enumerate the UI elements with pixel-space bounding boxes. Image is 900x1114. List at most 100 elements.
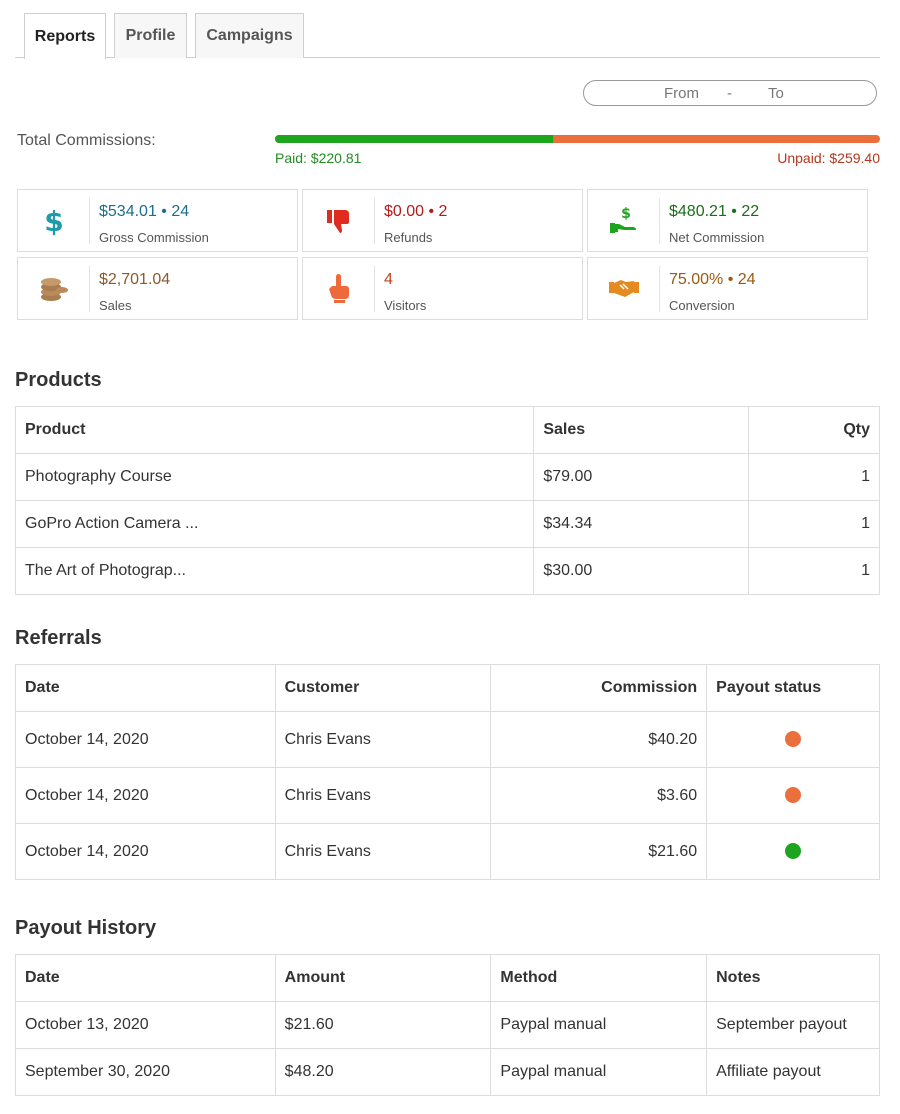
column-header-commission[interactable]: Commission — [490, 664, 708, 712]
payout-history-table: Date Amount Method Notes October 13, 202… — [15, 954, 880, 1096]
stat-label: Visitors — [384, 298, 427, 313]
total-commissions-label: Total Commissions: — [17, 132, 156, 149]
stat-value: $2,701.04 — [99, 271, 171, 288]
unpaid-status-dot — [785, 731, 802, 748]
table-header-row: Date Amount Method Notes — [15, 954, 880, 1002]
column-header-qty[interactable]: Qty — [748, 406, 880, 454]
table-header-row: Product Sales Qty — [14, 406, 880, 454]
products-table: Product Sales Qty Photography Course $79… — [14, 406, 880, 595]
products-title: Products — [15, 369, 102, 391]
tab-reports[interactable]: Reports — [24, 13, 106, 59]
payout-notes: Affiliate payout — [706, 1048, 880, 1096]
unpaid-status-dot — [785, 787, 802, 804]
card-divider — [374, 266, 375, 312]
card-divider — [659, 266, 660, 312]
referral-customer: Chris Evans — [274, 711, 492, 768]
product-sales: $30.00 — [533, 547, 750, 595]
column-header-method[interactable]: Method — [490, 954, 708, 1002]
product-sales: $79.00 — [533, 453, 750, 501]
referral-date: October 14, 2020 — [15, 711, 276, 768]
product-sales: $34.34 — [533, 500, 750, 548]
pointer-hand-icon — [329, 274, 349, 303]
stat-card-net-commission: $ $480.21 • 22 Net Commission — [587, 189, 868, 252]
stat-label: Net Commission — [669, 230, 765, 245]
card-divider — [659, 198, 660, 244]
referral-commission: $3.60 — [490, 767, 708, 824]
table-row: October 14, 2020 Chris Evans $21.60 — [15, 823, 880, 880]
referral-customer: Chris Evans — [274, 823, 492, 880]
payout-notes: September payout — [706, 1001, 880, 1049]
stat-card-refunds: $0.00 • 2 Refunds — [302, 189, 583, 252]
column-header-date[interactable]: Date — [15, 954, 276, 1002]
thumbs-down-icon — [327, 210, 349, 233]
svg-text:$: $ — [44, 205, 63, 236]
date-range-separator: - — [727, 85, 732, 102]
referral-commission: $21.60 — [490, 823, 708, 880]
table-row: September 30, 2020 $48.20 Paypal manual … — [15, 1048, 880, 1096]
payout-date: October 13, 2020 — [15, 1001, 276, 1049]
tab-bar: Reports Profile Campaigns — [15, 13, 880, 59]
payout-method: Paypal manual — [490, 1001, 708, 1049]
stat-value: 75.00% • 24 — [669, 271, 756, 288]
referral-date: October 14, 2020 — [15, 823, 276, 880]
stat-label: Gross Commission — [99, 230, 209, 245]
table-header-row: Date Customer Commission Payout status — [15, 664, 880, 712]
payout-status-cell — [706, 767, 880, 824]
referrals-title: Referrals — [15, 627, 102, 649]
hand-money-icon: $ — [610, 206, 636, 233]
referral-date: October 14, 2020 — [15, 767, 276, 824]
date-to-field[interactable]: To — [768, 85, 784, 102]
table-row: October 14, 2020 Chris Evans $3.60 — [15, 767, 880, 824]
commission-progress-bar — [275, 135, 880, 143]
stat-card-gross-commission: $ $534.01 • 24 Gross Commission — [17, 189, 298, 252]
payout-date: September 30, 2020 — [15, 1048, 276, 1096]
column-header-payout-status[interactable]: Payout status — [706, 664, 880, 712]
card-divider — [89, 266, 90, 312]
tab-campaigns[interactable]: Campaigns — [195, 13, 304, 58]
stat-card-conversion: 75.00% • 24 Conversion — [587, 257, 868, 320]
dollar-icon: $ — [44, 205, 63, 236]
payout-status-cell — [706, 823, 880, 880]
stat-value: $0.00 • 2 — [384, 203, 448, 220]
coins-icon — [41, 278, 68, 301]
column-header-customer[interactable]: Customer — [274, 664, 492, 712]
tab-profile[interactable]: Profile — [114, 13, 187, 58]
card-divider — [89, 198, 90, 244]
product-name: The Art of Photograp... — [14, 547, 535, 595]
stat-card-visitors: 4 Visitors — [302, 257, 583, 320]
stat-value: $534.01 • 24 — [99, 203, 190, 220]
column-header-product[interactable]: Product — [14, 406, 535, 454]
date-range-picker[interactable]: From - To — [583, 80, 877, 106]
payout-amount: $48.20 — [274, 1048, 492, 1096]
payout-amount: $21.60 — [274, 1001, 492, 1049]
unpaid-amount: Unpaid: $259.40 — [777, 150, 880, 166]
product-qty: 1 — [748, 547, 880, 595]
referral-customer: Chris Evans — [274, 767, 492, 824]
card-divider — [374, 198, 375, 244]
stat-card-sales: $2,701.04 Sales — [17, 257, 298, 320]
product-name: GoPro Action Camera ... — [14, 500, 535, 548]
table-row: October 13, 2020 $21.60 Paypal manual Se… — [15, 1001, 880, 1049]
referral-commission: $40.20 — [490, 711, 708, 768]
column-header-notes[interactable]: Notes — [706, 954, 880, 1002]
payout-method: Paypal manual — [490, 1048, 708, 1096]
column-header-amount[interactable]: Amount — [274, 954, 492, 1002]
stat-value: 4 — [384, 271, 393, 288]
table-row: The Art of Photograp... $30.00 1 — [14, 547, 880, 595]
paid-status-dot — [785, 843, 802, 860]
product-qty: 1 — [748, 453, 880, 501]
column-header-date[interactable]: Date — [15, 664, 276, 712]
paid-amount: Paid: $220.81 — [275, 150, 362, 166]
table-row: GoPro Action Camera ... $34.34 1 — [14, 500, 880, 548]
payout-status-cell — [706, 711, 880, 768]
paid-fill — [275, 135, 554, 143]
column-header-sales[interactable]: Sales — [533, 406, 750, 454]
stat-value: $480.21 • 22 — [669, 203, 760, 220]
table-row: October 14, 2020 Chris Evans $40.20 — [15, 711, 880, 768]
product-name: Photography Course — [14, 453, 535, 501]
stat-label: Refunds — [384, 230, 433, 245]
product-qty: 1 — [748, 500, 880, 548]
date-from-field[interactable]: From — [664, 85, 699, 102]
referrals-table: Date Customer Commission Payout status O… — [15, 664, 880, 880]
stat-label: Conversion — [669, 298, 735, 313]
